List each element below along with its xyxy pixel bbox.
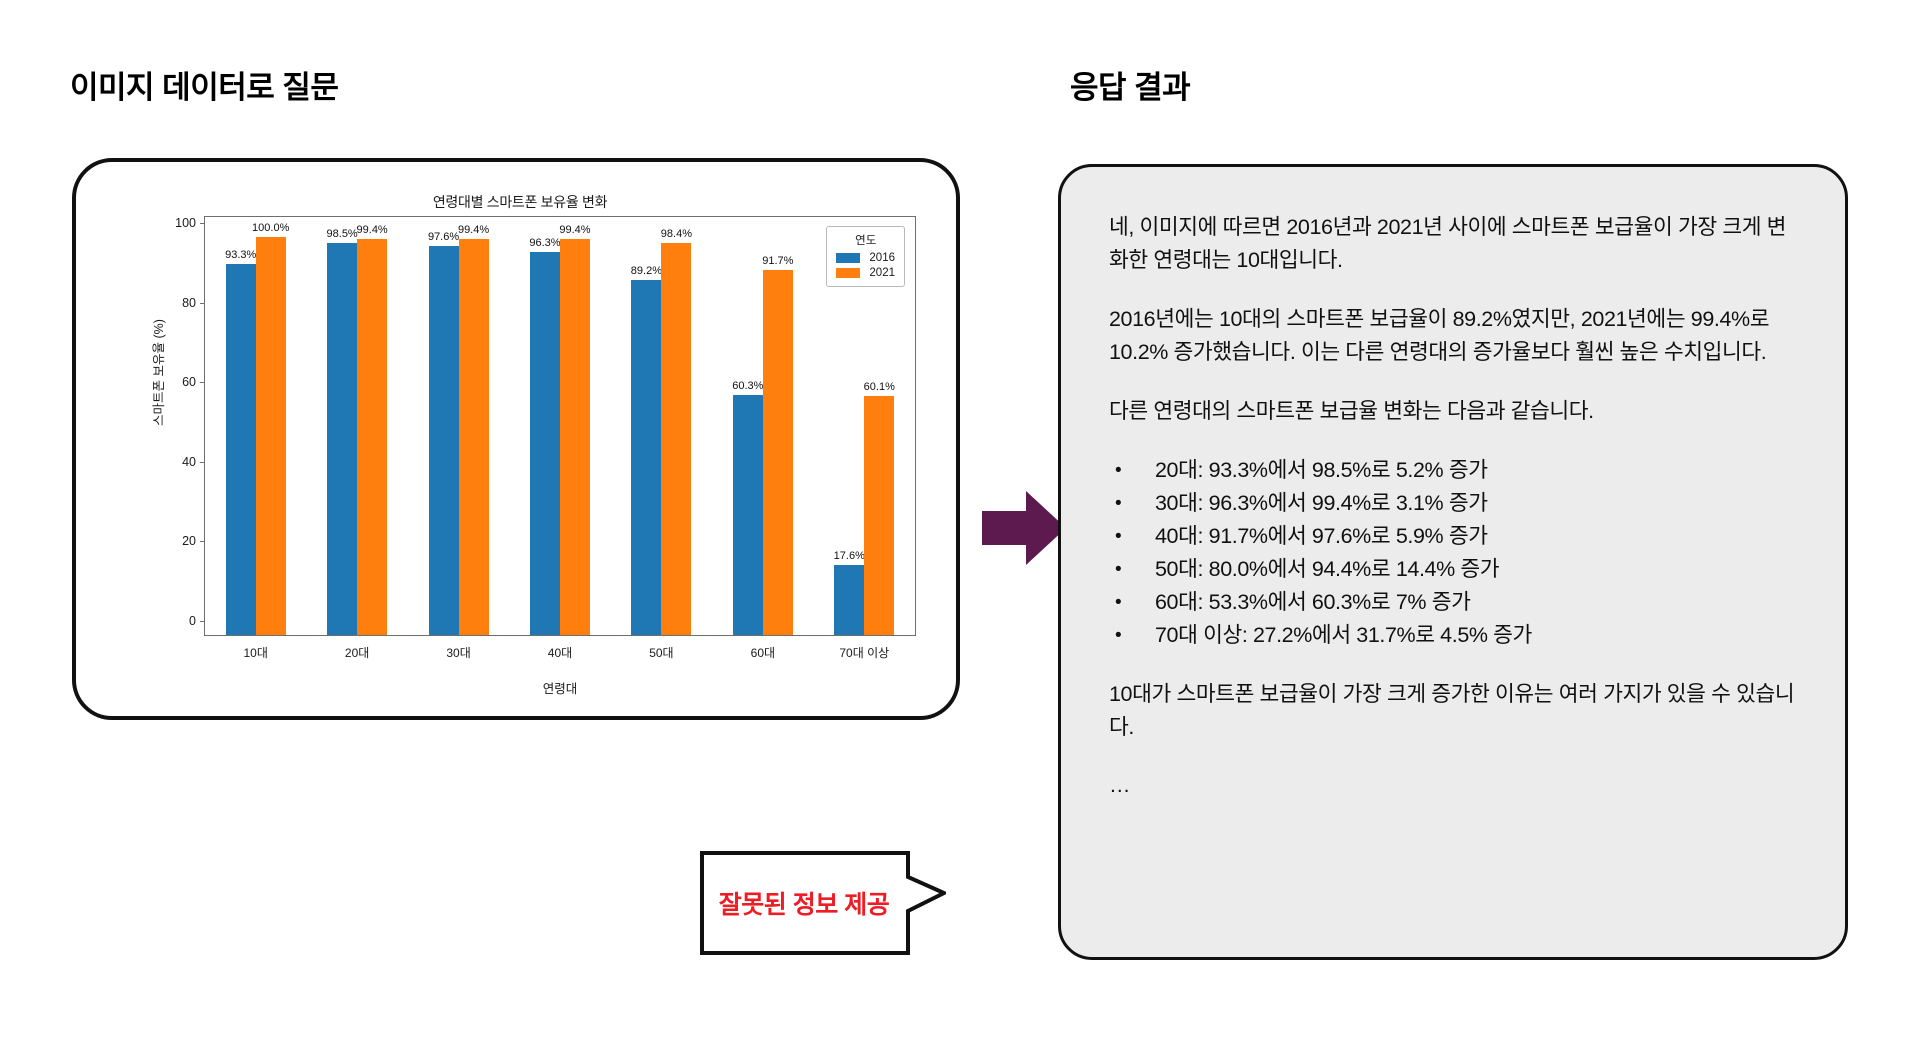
response-bullet-item: 20대: 93.3%에서 98.5%로 5.2% 증가 — [1109, 454, 1799, 487]
callout-text: 잘못된 정보 제공 — [718, 891, 890, 919]
bar-wrapper: 93.3% — [225, 217, 257, 635]
bar-value-label: 17.6% — [833, 549, 865, 562]
bar-wrapper: 98.4% — [660, 217, 693, 635]
bar-wrapper: 89.2% — [630, 217, 663, 635]
bar-wrapper: 99.4% — [559, 217, 591, 635]
callout-bubble: 잘못된 정보 제공 — [700, 851, 949, 955]
bar-2016[interactable] — [225, 263, 256, 635]
response-paragraph: 다른 연령대의 스마트폰 보급율 변화는 다음과 같습니다. — [1109, 399, 1594, 423]
legend-title: 연도 — [855, 235, 877, 247]
chart-card: 연령대별 스마트폰 보유율 변화 스마트폰 보유율 (%) 0 20 40 60 80 1… — [72, 158, 960, 720]
bar-value-label: 60.3% — [732, 379, 764, 392]
x-axis-tick-label: 10대 — [243, 646, 268, 660]
x-axis-tick-label: 20대 — [344, 646, 370, 660]
bar-value-label: 99.4% — [559, 224, 591, 237]
chart-title: 연령대별 스마트폰 보유율 변화 — [432, 194, 608, 210]
y-axis-tick-label: 40 — [182, 455, 205, 469]
y-axis-label: 스마트폰 보유율 (%) — [152, 319, 166, 426]
bar-wrapper: 60.3% — [732, 217, 764, 635]
bar-2021[interactable] — [458, 239, 489, 635]
response-bullet-list: 20대: 93.3%에서 98.5%로 5.2% 증가30대: 96.3%에서 … — [1109, 454, 1799, 652]
bar-value-label: 99.4% — [457, 224, 490, 237]
chart-area: 연령대별 스마트폰 보유율 변화 스마트폰 보유율 (%) 0 20 40 60 80 1… — [104, 180, 936, 706]
y-axis-tick-label: 100 — [175, 216, 205, 230]
response-bullet-item: 40대: 91.7%에서 97.6%로 5.9% 증가 — [1109, 520, 1799, 553]
bar-wrapper: 96.3% — [529, 217, 561, 635]
bar-2021[interactable] — [255, 236, 286, 635]
bar-group: 89.2% 98.4% 50대 — [611, 217, 712, 660]
y-axis-tick-label: 80 — [182, 296, 205, 310]
page-title-right: 응답 결과 — [1070, 70, 1191, 105]
bar-value-label: 96.3% — [529, 236, 561, 249]
bar-2021[interactable] — [864, 395, 895, 635]
bar-2021[interactable] — [762, 269, 793, 635]
bar-group: 93.3% 100.0% 10대 — [205, 217, 306, 660]
x-axis-tick-label: 30대 — [446, 646, 471, 660]
response-paragraph: 네, 이미지에 따르면 2016년과 2021년 사이에 스마트폰 보급율이 가… — [1109, 215, 1787, 272]
bar-value-label: 60.1% — [863, 380, 895, 393]
bar-wrapper: 60.1% — [863, 217, 895, 635]
legend-swatch-icon — [836, 268, 861, 278]
bar-value-label: 89.2% — [630, 264, 663, 277]
response-bullet-item: 30대: 96.3%에서 99.4%로 3.1% 증가 — [1109, 487, 1799, 520]
chart-legend: 연도 2016 2021 — [826, 226, 905, 287]
y-axis-tick-label: 20 — [182, 534, 205, 548]
bar-wrapper: 98.5% — [326, 217, 358, 635]
x-axis-label: 연령대 — [542, 682, 578, 696]
bar-wrapper: 99.4% — [457, 217, 490, 635]
response-bullet-item: 60대: 53.3%에서 60.3%로 7% 증가 — [1109, 586, 1799, 619]
y-axis-tick-label: 60 — [182, 375, 205, 389]
bar-2016[interactable] — [428, 246, 459, 635]
bar-value-label: 93.3% — [225, 248, 257, 261]
bar-wrapper: 97.6% — [427, 217, 460, 635]
bar-wrapper: 91.7% — [762, 217, 794, 635]
bar-value-label: 98.5% — [326, 227, 358, 240]
bar-group: 98.5% 99.4% 20대 — [306, 217, 407, 660]
x-axis-tick-label: 60대 — [750, 646, 776, 660]
bar-group: 97.6% 99.4% 30대 — [408, 217, 509, 660]
bar-2021[interactable] — [559, 239, 590, 635]
response-closing-paragraph: 10대가 스마트폰 보급율이 가장 크게 증가한 이유는 여러 가지가 있을 수… — [1109, 682, 1795, 739]
y-axis-tick-label: 0 — [189, 614, 205, 628]
bar-wrapper: 99.4% — [356, 217, 388, 635]
legend-swatch-icon — [836, 253, 861, 263]
bar-group: 17.6% 60.1% 70대 이상 — [814, 217, 915, 660]
plot-area: 0 20 40 60 80 100 93.3% 100.0% 10대 98.5% 99.4% 20대… — [175, 216, 916, 660]
legend-item-2021: 2021 — [836, 267, 895, 279]
response-ellipsis: … — [1109, 773, 1131, 797]
bar-wrapper: 100.0% — [252, 217, 289, 635]
response-bullet-item: 50대: 80.0%에서 94.4%로 14.4% 증가 — [1109, 553, 1799, 586]
legend-item-2016: 2016 — [836, 252, 895, 264]
bar-group: 60.3% 91.7% 60대 — [712, 217, 813, 660]
bar-value-label: 97.6% — [427, 231, 460, 244]
bar-2016[interactable] — [327, 242, 358, 635]
response-card: 네, 이미지에 따르면 2016년과 2021년 사이에 스마트폰 보급율이 가… — [1058, 164, 1848, 960]
bar-group: 96.3% 99.4% 40대 — [509, 217, 610, 660]
legend-label: 2016 — [869, 252, 895, 264]
bar-2016[interactable] — [631, 279, 662, 635]
bar-value-label: 99.4% — [356, 224, 388, 237]
x-axis-tick-label: 50대 — [649, 646, 674, 660]
bar-value-label: 100.0% — [252, 221, 290, 234]
bar-value-label: 91.7% — [762, 254, 794, 267]
bar-2021[interactable] — [661, 243, 692, 635]
bar-value-label: 98.4% — [660, 228, 693, 241]
bar-wrapper: 17.6% — [833, 217, 865, 635]
response-paragraph: 2016년에는 10대의 스마트폰 보급율이 89.2%였지만, 2021년에는… — [1109, 307, 1770, 364]
x-axis-tick-label: 70대 이상 — [839, 646, 890, 660]
bar-2016[interactable] — [834, 564, 865, 635]
right-arrow-icon — [982, 491, 1066, 565]
response-bullet-item: 70대 이상: 27.2%에서 31.7%로 4.5% 증가 — [1109, 619, 1799, 652]
bar-2021[interactable] — [357, 239, 388, 635]
legend-label: 2021 — [869, 267, 895, 279]
bar-2016[interactable] — [529, 251, 560, 635]
callout-shape-icon — [700, 851, 949, 955]
x-axis-tick-label: 40대 — [547, 646, 573, 660]
bar-2016[interactable] — [732, 394, 763, 635]
page-title-left: 이미지 데이터로 질문 — [70, 70, 339, 105]
